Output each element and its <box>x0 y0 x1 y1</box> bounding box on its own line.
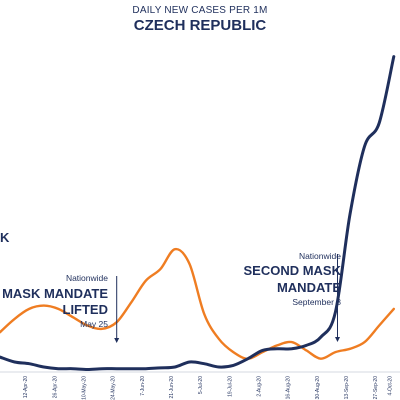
comparison-data-point <box>276 344 278 346</box>
x-tick-label: 5-Jul-20 <box>198 376 204 394</box>
czech-data-point <box>291 348 293 350</box>
czech-data-point <box>393 56 395 58</box>
second-mandate-marker-arrow <box>335 337 340 342</box>
czech-data-point <box>232 364 234 366</box>
czech-data-point <box>305 344 307 346</box>
comparison-data-point <box>57 308 59 310</box>
second-mandate-label-line1: SECOND MASK <box>243 263 341 278</box>
mask-lifted-label-line1: MASK MANDATE <box>2 286 108 301</box>
chart-subtitle: DAILY NEW CASES PER 1M <box>132 5 268 16</box>
mask-lifted-marker-arrow <box>114 338 120 343</box>
czech-data-point <box>101 368 103 370</box>
czech-data-point <box>87 369 89 371</box>
mask-lifted-note-date: May 25 <box>80 319 108 329</box>
comparison-data-point <box>349 348 351 350</box>
second-mandate-note-top: Nationwide <box>299 251 341 261</box>
comparison-data-point <box>305 349 307 351</box>
czech-data-point <box>247 358 249 360</box>
comparison-data-point <box>189 263 191 265</box>
comparison-data-point <box>291 341 293 343</box>
czech-data-point <box>43 366 45 368</box>
x-tick-label: 24-May-20 <box>111 376 117 400</box>
czech-data-point <box>276 348 278 350</box>
x-tick-label: 7-Jun-20 <box>140 376 146 396</box>
x-tick-label: 12-Apr-20 <box>23 376 29 398</box>
x-tick-label: 4-Oct-20 <box>388 376 394 396</box>
czech-data-point <box>364 145 366 147</box>
comparison-data-point <box>203 313 205 315</box>
x-tick-label: 13-Sep-20 <box>344 376 350 400</box>
x-tick-label: 26-Apr-20 <box>52 376 58 398</box>
czech-data-point <box>130 368 132 370</box>
czech-data-point <box>334 311 336 313</box>
x-tick-label: 27-Sep-20 <box>373 376 379 400</box>
comparison-data-point <box>14 318 16 320</box>
czech-data-point <box>378 122 380 124</box>
chart-title: CZECH REPUBLIC <box>133 17 267 34</box>
comparison-data-point <box>159 268 161 270</box>
czech-data-point <box>174 366 176 368</box>
czech-data-point <box>145 368 147 370</box>
comparison-data-point <box>43 305 45 307</box>
mask-lifted-label-line2: LIFTED <box>63 302 109 317</box>
x-tick-label: 21-Jun-20 <box>169 376 175 399</box>
x-tick-label: 19-Jul-20 <box>227 376 233 397</box>
czech-data-point <box>28 363 30 365</box>
mask-lifted-note-top: Nationwide <box>66 273 108 283</box>
comparison-data-point <box>28 308 30 310</box>
comparison-data-point <box>334 351 336 353</box>
czech-data-point <box>159 367 161 369</box>
czech-data-point <box>262 349 264 351</box>
czech-cases-line <box>0 55 396 371</box>
second-mandate-note-date: September 8 <box>292 297 341 307</box>
comparison-data-point <box>320 358 322 360</box>
czech-data-point <box>116 368 118 370</box>
comparison-data-point <box>364 341 366 343</box>
x-tick-label: 30-Aug-20 <box>315 376 321 400</box>
comparison-data-point <box>232 351 234 353</box>
comparison-data-point <box>174 248 176 250</box>
x-tick-label: 2-Aug-20 <box>256 376 262 397</box>
comparison-data-point <box>393 308 395 310</box>
czech-data-point <box>203 363 205 365</box>
czech-data-point <box>218 366 220 368</box>
czech-data-point <box>14 361 16 363</box>
czech-data-point <box>320 336 322 338</box>
left-annotation-fragment: K <box>0 230 10 245</box>
second-mandate-label-line2: MANDATE <box>277 280 341 295</box>
comparison-cases-line <box>0 247 395 360</box>
czech-data-point <box>189 361 191 363</box>
czech-data-point <box>349 213 351 215</box>
czech-data-point <box>57 368 59 370</box>
czech-data-point <box>72 368 74 370</box>
comparison-data-point <box>130 301 132 303</box>
x-tick-label: 16-Aug-20 <box>286 376 292 400</box>
comparison-data-point <box>145 280 147 282</box>
x-tick-label: 10-May-20 <box>81 376 87 400</box>
comparison-data-point <box>218 338 220 340</box>
comparison-data-point <box>378 325 380 327</box>
